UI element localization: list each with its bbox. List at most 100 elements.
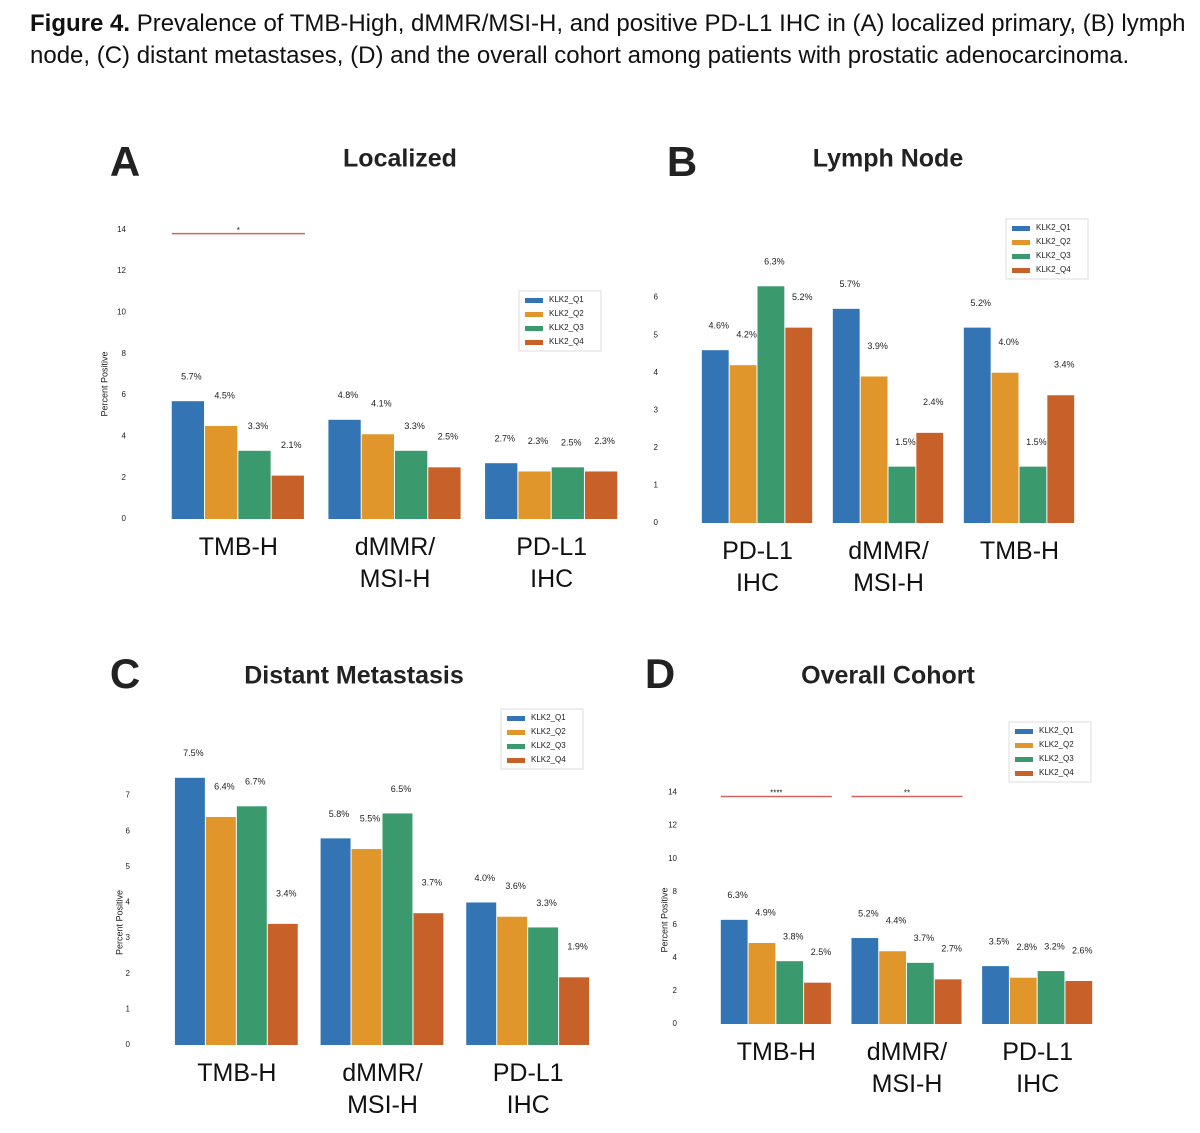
legend-label: KLK2_Q4 — [1039, 768, 1074, 777]
bar — [174, 777, 205, 1045]
bar — [757, 286, 785, 523]
value-label: 5.2% — [858, 908, 879, 918]
bar — [351, 849, 382, 1045]
value-label: 3.2% — [1044, 941, 1065, 951]
legend-label: KLK2_Q1 — [1036, 223, 1071, 232]
panel-letter: D — [645, 650, 675, 697]
legend-label: KLK2_Q4 — [531, 755, 566, 764]
legend-swatch — [1012, 254, 1030, 259]
legend-label: KLK2_Q3 — [531, 741, 566, 750]
value-label: 5.2% — [792, 292, 813, 302]
value-label: 5.5% — [360, 813, 381, 823]
legend-label: KLK2_Q3 — [549, 323, 584, 332]
y-tick-label: 4 — [126, 898, 131, 907]
bar — [466, 902, 497, 1045]
bar — [361, 434, 394, 519]
value-label: 6.4% — [214, 781, 235, 791]
legend-label: KLK2_Q3 — [1036, 251, 1071, 260]
legend-label: KLK2_Q4 — [1036, 265, 1071, 274]
value-label: 7.5% — [183, 748, 204, 758]
bar — [916, 432, 944, 523]
x-tick-label: TMB-H — [197, 1059, 277, 1087]
bar — [934, 979, 962, 1024]
y-tick-label: 6 — [654, 293, 659, 302]
y-tick-label: 0 — [673, 1019, 678, 1028]
legend-swatch — [525, 312, 543, 317]
legend-swatch — [1015, 757, 1033, 762]
legend-label: KLK2_Q2 — [1036, 237, 1071, 246]
y-tick-label: 4 — [122, 431, 127, 440]
caption-text: Prevalence of TMB-High, dMMR/MSI-H, and … — [30, 10, 1186, 69]
bar — [518, 471, 551, 519]
bar — [382, 813, 413, 1045]
value-label: 3.6% — [505, 881, 526, 891]
value-label: 5.2% — [970, 298, 991, 308]
bar — [963, 327, 991, 523]
x-tick-label: TMB-H — [736, 1038, 816, 1066]
value-label: 3.5% — [989, 937, 1010, 947]
value-label: 2.5% — [811, 947, 832, 957]
bar — [559, 977, 590, 1045]
value-label: 6.7% — [245, 777, 266, 787]
bar — [428, 467, 461, 519]
value-label: 2.7% — [494, 434, 515, 444]
bar — [982, 966, 1009, 1024]
bar — [748, 942, 776, 1024]
legend-label: KLK2_Q2 — [549, 309, 584, 318]
y-tick-label: 6 — [122, 390, 127, 399]
legend-swatch — [507, 758, 525, 763]
value-label: 4.0% — [998, 337, 1019, 347]
x-tick-label: PD-L1 IHC — [492, 1059, 564, 1119]
bar — [328, 419, 361, 519]
value-label: 2.3% — [528, 436, 549, 446]
value-label: 5.8% — [329, 809, 350, 819]
caption-label: Figure 4. — [30, 10, 131, 37]
bar — [528, 927, 559, 1045]
value-label: 4.5% — [214, 390, 235, 400]
legend-swatch — [507, 716, 525, 721]
bar — [395, 450, 428, 519]
legend-swatch — [525, 340, 543, 345]
value-label: 3.7% — [422, 878, 443, 888]
bar — [832, 308, 860, 523]
y-tick-label: 6 — [126, 826, 131, 835]
bar — [497, 916, 528, 1045]
y-tick-label: 5 — [654, 330, 659, 339]
bar — [205, 817, 236, 1045]
y-tick-label: 7 — [126, 791, 131, 800]
value-label: 2.8% — [1017, 942, 1038, 952]
x-tick-label: dMMR/ MSI-H — [342, 1059, 423, 1119]
y-axis-label: Percent Positive — [659, 887, 669, 952]
x-tick-label: dMMR/ MSI-H — [354, 533, 436, 593]
value-label: 2.5% — [438, 432, 459, 442]
y-tick-label: 10 — [668, 854, 677, 863]
value-label: 2.1% — [281, 440, 302, 450]
value-label: 3.8% — [783, 932, 804, 942]
value-label: 3.3% — [536, 898, 557, 908]
bar — [785, 327, 813, 523]
y-tick-label: 0 — [654, 518, 659, 527]
x-tick-label: dMMR/ MSI-H — [848, 537, 929, 597]
value-label: 2.7% — [941, 944, 962, 954]
panel-letter: B — [667, 138, 697, 185]
value-label: 6.3% — [764, 257, 785, 267]
value-label: 2.3% — [594, 436, 615, 446]
y-tick-label: 2 — [673, 986, 678, 995]
bar — [551, 467, 584, 519]
value-label: 5.7% — [181, 372, 202, 382]
y-tick-label: 3 — [126, 933, 131, 942]
y-tick-label: 1 — [126, 1004, 131, 1013]
caption: Figure 4. Prevalence of TMB-High, dMMR/M… — [30, 8, 1190, 72]
y-axis-label: Percent Positive — [114, 890, 124, 955]
legend-swatch — [1015, 771, 1033, 776]
bar — [729, 365, 757, 523]
value-label: 4.2% — [736, 330, 757, 340]
y-tick-label: 12 — [117, 266, 126, 275]
y-tick-label: 6 — [673, 920, 678, 929]
bar — [205, 426, 238, 519]
value-label: 5.7% — [839, 279, 860, 289]
bar — [851, 938, 879, 1024]
value-label: 6.5% — [391, 784, 412, 794]
panel-letter: A — [110, 138, 140, 185]
